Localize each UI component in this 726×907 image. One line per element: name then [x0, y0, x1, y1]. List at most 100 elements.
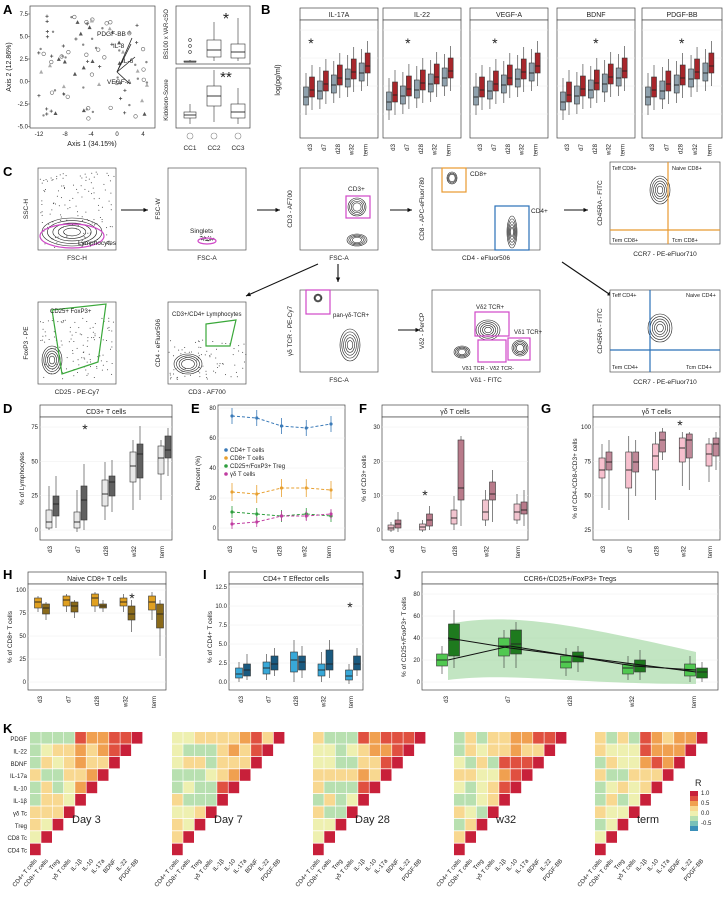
plot-frame [592, 416, 721, 541]
heat-cell [228, 781, 240, 794]
event-dot [107, 175, 109, 177]
series-point [255, 520, 259, 524]
event-dot [236, 376, 238, 378]
cc-label: CC2 [207, 145, 220, 152]
x-tick-label: d3 [601, 545, 607, 552]
pca-point [45, 112, 49, 116]
box-a [129, 451, 137, 483]
heat-cell [465, 781, 476, 794]
heat-cell [41, 744, 52, 756]
y-tick-label: 100 [581, 425, 592, 431]
heat-cell [217, 732, 228, 744]
event-dot [102, 364, 104, 366]
box-a [91, 593, 99, 607]
red-box [607, 63, 614, 85]
event-dot [91, 193, 93, 195]
density-contour [349, 199, 365, 215]
event-dot [111, 226, 113, 228]
heat-cell [358, 781, 369, 794]
pca-point [141, 67, 146, 72]
event-dot [104, 189, 106, 191]
loading-label: VEGF-A [107, 79, 132, 86]
heat-cell [75, 794, 86, 806]
density-contour [173, 353, 203, 375]
panel-letter: J [394, 567, 401, 582]
trend-line [447, 637, 697, 673]
event-dot [62, 173, 64, 175]
grey-box [659, 80, 666, 100]
facet-title: γδ T cells [642, 409, 672, 416]
event-dot [112, 321, 114, 323]
arrow-head [275, 207, 280, 213]
event-dot [107, 369, 109, 371]
pca-point [121, 49, 126, 54]
event-dot [170, 377, 172, 379]
event-dot [108, 200, 110, 202]
red-box [534, 52, 541, 74]
event-dot [101, 369, 103, 371]
series-point [255, 492, 259, 496]
event-dot [203, 236, 205, 238]
heat-cell [41, 818, 52, 831]
heat-cell [454, 781, 465, 794]
event-dot [44, 243, 46, 245]
heat-cell [465, 831, 476, 843]
event-dot [95, 241, 97, 243]
event-dot [94, 333, 96, 335]
event-dot [82, 344, 84, 346]
event-dot [203, 238, 205, 240]
box-b [298, 655, 306, 671]
outlier [188, 38, 192, 42]
x-tick-label: d28 [278, 545, 284, 556]
heat-cell [487, 732, 499, 744]
box-a [148, 595, 156, 611]
series-point [279, 514, 284, 518]
event-dot [62, 177, 64, 179]
event-dot [202, 238, 204, 240]
heat-cell [75, 769, 86, 781]
density-contour [649, 175, 671, 205]
event-dot [41, 339, 43, 341]
pca-point [64, 56, 67, 59]
event-dot [184, 375, 186, 377]
pca-point [39, 47, 42, 51]
event-dot [93, 337, 95, 339]
heat-cell [97, 744, 109, 756]
event-dot [60, 197, 62, 199]
heat-cell [324, 756, 335, 769]
box-a [652, 443, 659, 471]
density-contour [477, 321, 499, 339]
x-tick-label: 0 [115, 132, 119, 138]
pca-point [127, 31, 132, 36]
heat-cell [86, 769, 98, 781]
event-dot [56, 175, 58, 177]
grey-box [673, 74, 680, 94]
event-dot [66, 357, 68, 359]
box-b [108, 475, 116, 497]
heat-cell [172, 744, 183, 756]
event-dot [184, 351, 186, 353]
event-dot [89, 327, 91, 329]
pca-point [110, 30, 115, 34]
event-dot [85, 211, 87, 213]
heat-cell [239, 756, 251, 769]
grey-box [501, 74, 507, 94]
heat-cell [617, 806, 629, 818]
density-contour [345, 337, 355, 353]
y-tick-label: 20 [209, 496, 216, 502]
event-dot [184, 368, 186, 370]
heat-cell [499, 794, 510, 806]
heat-cell [205, 781, 217, 794]
pca-point [72, 71, 77, 76]
flow-plot-cd4cd8 [431, 167, 541, 251]
x-tick-label: d7 [506, 695, 512, 702]
pca-point [145, 81, 149, 84]
heat-cell [251, 732, 262, 744]
heat-cell [380, 732, 392, 744]
x-tick-label: w32 [693, 143, 699, 156]
event-dot [90, 182, 92, 184]
event-dot [83, 357, 85, 359]
x-tick-label: w32 [322, 695, 328, 708]
pca-point [41, 51, 46, 56]
event-dot [81, 177, 83, 179]
